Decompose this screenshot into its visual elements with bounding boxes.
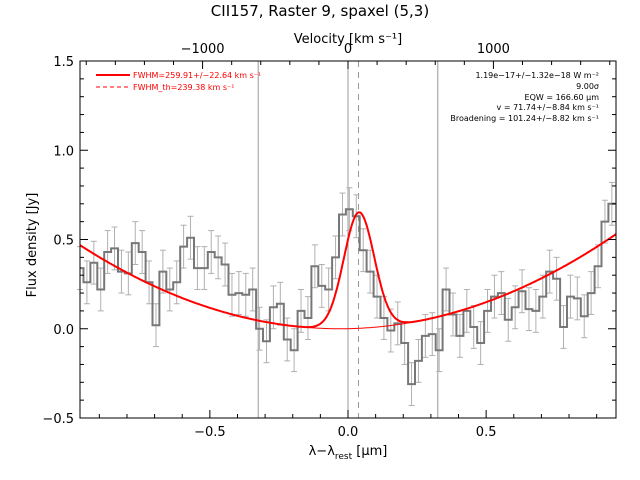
annotation-broadening: Broadening = 101.24+/−8.82 km s⁻¹ [450, 114, 599, 123]
chart-title: CII157, Raster 9, spaxel (5,3) [211, 2, 429, 20]
fit-curves [79, 211, 617, 330]
legend-fwhm-label: FWHM=259.91+/−22.64 km s⁻¹ [133, 71, 261, 80]
error-bars [77, 181, 615, 407]
top-tick-label: 1000 [477, 42, 510, 57]
annotation-block: 1.19e−17+/−1.32e−18 W m⁻² 9.00σ EQW = 16… [450, 71, 599, 123]
annotation-velocity: v = 71.74+/−8.84 km s⁻¹ [497, 103, 599, 112]
top-tick-label: −1000 [181, 42, 225, 57]
y-tick-label: 1.0 [53, 144, 74, 159]
x-axis-label-unit: [μm] [352, 444, 387, 459]
y-axis-label: Flux density [Jy] [25, 193, 40, 298]
y-tick-label: 1.5 [53, 55, 74, 70]
legend-fwhm-th-label: FWHM_th=239.38 km s⁻¹ [133, 83, 234, 92]
annotation-line-flux: 1.19e−17+/−1.32e−18 W m⁻² [475, 71, 599, 80]
axis-ticks: −0.5 0.0 0.5 −0.5 0.0 0.5 1.0 1.5 −1000 0 1000 [42, 42, 616, 440]
x-tick-label: −0.5 [194, 425, 226, 440]
annotation-eqw: EQW = 166.60 μm [525, 93, 600, 102]
x-axis-label-subscript: rest [335, 452, 353, 462]
total-fit-curve [79, 211, 617, 329]
top-tick-label: 0 [344, 42, 352, 57]
x-tick-label: 0.5 [476, 425, 497, 440]
y-tick-label: 0.5 [53, 234, 74, 249]
annotation-significance: 9.00σ [576, 82, 599, 91]
top-axis-label: Velocity [km s⁻¹] [294, 32, 402, 47]
spectrum-line [80, 202, 616, 386]
x-tick-label: 0.0 [338, 425, 359, 440]
data-spectrum [80, 202, 616, 386]
legend: FWHM=259.91+/−22.64 km s⁻¹ FWHM_th=239.3… [96, 71, 261, 92]
y-tick-label: −0.5 [42, 412, 74, 427]
y-tick-label: 0.0 [53, 323, 74, 338]
x-axis-label: λ−λrest [μm] [309, 444, 388, 462]
